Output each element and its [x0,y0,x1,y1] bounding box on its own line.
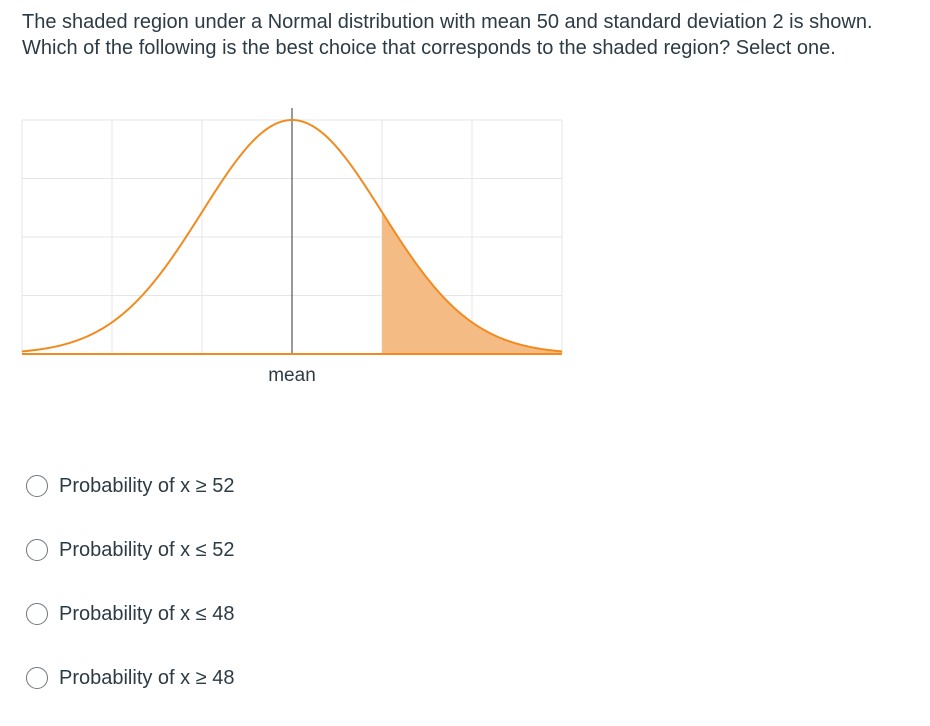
mean-label: mean [268,365,316,386]
option-3[interactable]: Probability of x ≤ 48 [26,598,426,630]
radio-button-1[interactable] [26,475,48,497]
option-4[interactable]: Probability of x ≥ 48 [26,662,426,694]
answer-options: Probability of x ≥ 52 Probability of x ≤… [26,470,426,726]
radio-button-3[interactable] [26,603,48,625]
option-4-label: Probability of x ≥ 48 [59,666,235,689]
radio-button-2[interactable] [26,539,48,561]
option-2-label: Probability of x ≤ 52 [59,538,235,561]
option-1-label: Probability of x ≥ 52 [59,474,235,497]
radio-button-4[interactable] [26,667,48,689]
option-2[interactable]: Probability of x ≤ 52 [26,534,426,566]
option-3-label: Probability of x ≤ 48 [59,602,235,625]
density-curve [21,118,563,353]
question-text: The shaded region under a Normal distrib… [22,11,873,59]
option-1[interactable]: Probability of x ≥ 52 [26,470,426,502]
shaded-region [382,212,562,354]
